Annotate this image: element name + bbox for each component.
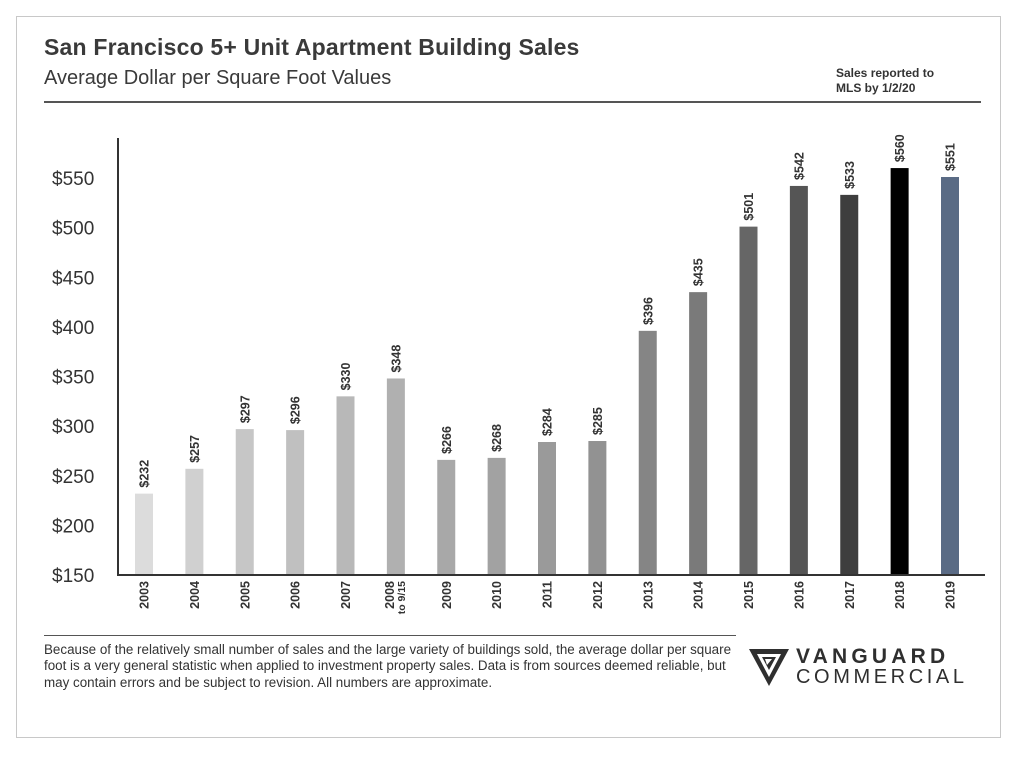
x-tick-label: 2003 bbox=[138, 581, 152, 609]
vanguard-logo: VANGUARD COMMERCIAL bbox=[748, 645, 983, 690]
data-note-line2: MLS by 1/2/20 bbox=[836, 81, 916, 95]
bar-2013 bbox=[638, 330, 657, 575]
y-axis: $150 $200 $250 $300 $350 $400 $450 $500 $550 bbox=[52, 138, 119, 587]
chart-subtitle: Average Dollar per Square Foot Values bbox=[44, 67, 392, 89]
y-tick-label: $300 bbox=[52, 417, 94, 438]
x-tick-label: 2016 bbox=[792, 581, 806, 609]
x-tick-label: 2004 bbox=[188, 581, 202, 609]
data-label: $533 bbox=[843, 161, 857, 189]
x-tick-label: 2012 bbox=[591, 581, 605, 609]
x-tick-label: 2008 bbox=[383, 581, 397, 609]
y-tick-label: $550 bbox=[52, 169, 94, 190]
bar-2011 bbox=[538, 442, 556, 575]
bar-2018 bbox=[890, 168, 909, 575]
bar-2006 bbox=[286, 430, 305, 575]
x-tick-label: 2006 bbox=[289, 581, 303, 609]
header-divider bbox=[44, 101, 981, 103]
x-axis: 2003 2004 2005 2006 2007 2008 to 9/15 2009 2010 2… bbox=[117, 574, 985, 614]
x-tick-label: 2005 bbox=[238, 581, 252, 609]
bar-2014 bbox=[689, 292, 708, 575]
x-tick-label: 2018 bbox=[893, 581, 907, 609]
bar-2019 bbox=[941, 177, 959, 575]
disclaimer-text: Because of the relatively small number o… bbox=[44, 642, 732, 690]
data-label: $296 bbox=[289, 396, 303, 424]
y-tick-label: $450 bbox=[52, 268, 94, 289]
y-tick-label: $350 bbox=[52, 368, 94, 389]
data-label: $232 bbox=[138, 460, 152, 488]
data-labels: $232 $257 $297 $296 $330 $348 $266 $268 $284 $285… bbox=[138, 134, 958, 487]
bar-2016 bbox=[789, 185, 808, 575]
footer-divider bbox=[44, 635, 736, 636]
bar-2003 bbox=[135, 493, 153, 575]
bar-2015 bbox=[739, 226, 758, 575]
bars bbox=[135, 168, 959, 575]
data-label: $266 bbox=[440, 426, 454, 454]
x-tick-label: 2014 bbox=[692, 581, 706, 609]
data-label: $257 bbox=[188, 435, 202, 463]
chart-title: San Francisco 5+ Unit Apartment Building… bbox=[44, 34, 580, 60]
y-tick-label: $500 bbox=[52, 219, 94, 240]
logo-text-vanguard: VANGUARD bbox=[796, 645, 950, 668]
vanguard-logo-icon bbox=[749, 649, 789, 686]
data-label: $285 bbox=[591, 407, 605, 435]
x-tick-label: to 9/15 bbox=[396, 581, 408, 614]
y-tick-label: $150 bbox=[52, 566, 94, 587]
x-tick-label: 2009 bbox=[440, 581, 454, 609]
y-tick-label: $250 bbox=[52, 467, 94, 488]
x-tick-label: 2015 bbox=[742, 581, 756, 609]
logo-text-commercial: COMMERCIAL bbox=[796, 666, 968, 688]
data-label: $501 bbox=[742, 193, 756, 221]
data-label: $268 bbox=[490, 424, 504, 452]
bar-2012 bbox=[588, 441, 607, 575]
x-tick-label: 2013 bbox=[641, 581, 655, 609]
bar-2008 bbox=[386, 378, 405, 575]
x-tick-label: 2017 bbox=[843, 581, 857, 609]
x-tick-label: 2019 bbox=[944, 581, 958, 609]
data-note-line1: Sales reported to bbox=[836, 66, 935, 80]
data-label: $348 bbox=[389, 345, 403, 373]
bar-2017 bbox=[840, 194, 859, 575]
data-label: $551 bbox=[944, 143, 958, 171]
data-label: $542 bbox=[792, 152, 806, 180]
bar-2009 bbox=[437, 459, 456, 575]
data-label: $435 bbox=[692, 258, 706, 286]
bar-2004 bbox=[185, 468, 204, 575]
x-tick-label: 2007 bbox=[339, 581, 353, 609]
y-tick-label: $200 bbox=[52, 516, 94, 537]
data-label: $297 bbox=[238, 395, 252, 423]
bar-2005 bbox=[235, 429, 254, 575]
data-label: $330 bbox=[339, 362, 353, 390]
data-label: $284 bbox=[541, 408, 555, 436]
chart-frame bbox=[16, 16, 1001, 738]
bar-2007 bbox=[336, 396, 355, 575]
x-tick-label: 2011 bbox=[541, 581, 555, 608]
data-label: $396 bbox=[641, 297, 655, 325]
x-tick-label: 2010 bbox=[490, 581, 504, 609]
y-tick-label: $400 bbox=[52, 318, 94, 339]
data-note: Sales reported to MLS by 1/2/20 bbox=[836, 66, 976, 96]
data-label: $560 bbox=[893, 134, 907, 162]
bar-2010 bbox=[487, 457, 506, 575]
